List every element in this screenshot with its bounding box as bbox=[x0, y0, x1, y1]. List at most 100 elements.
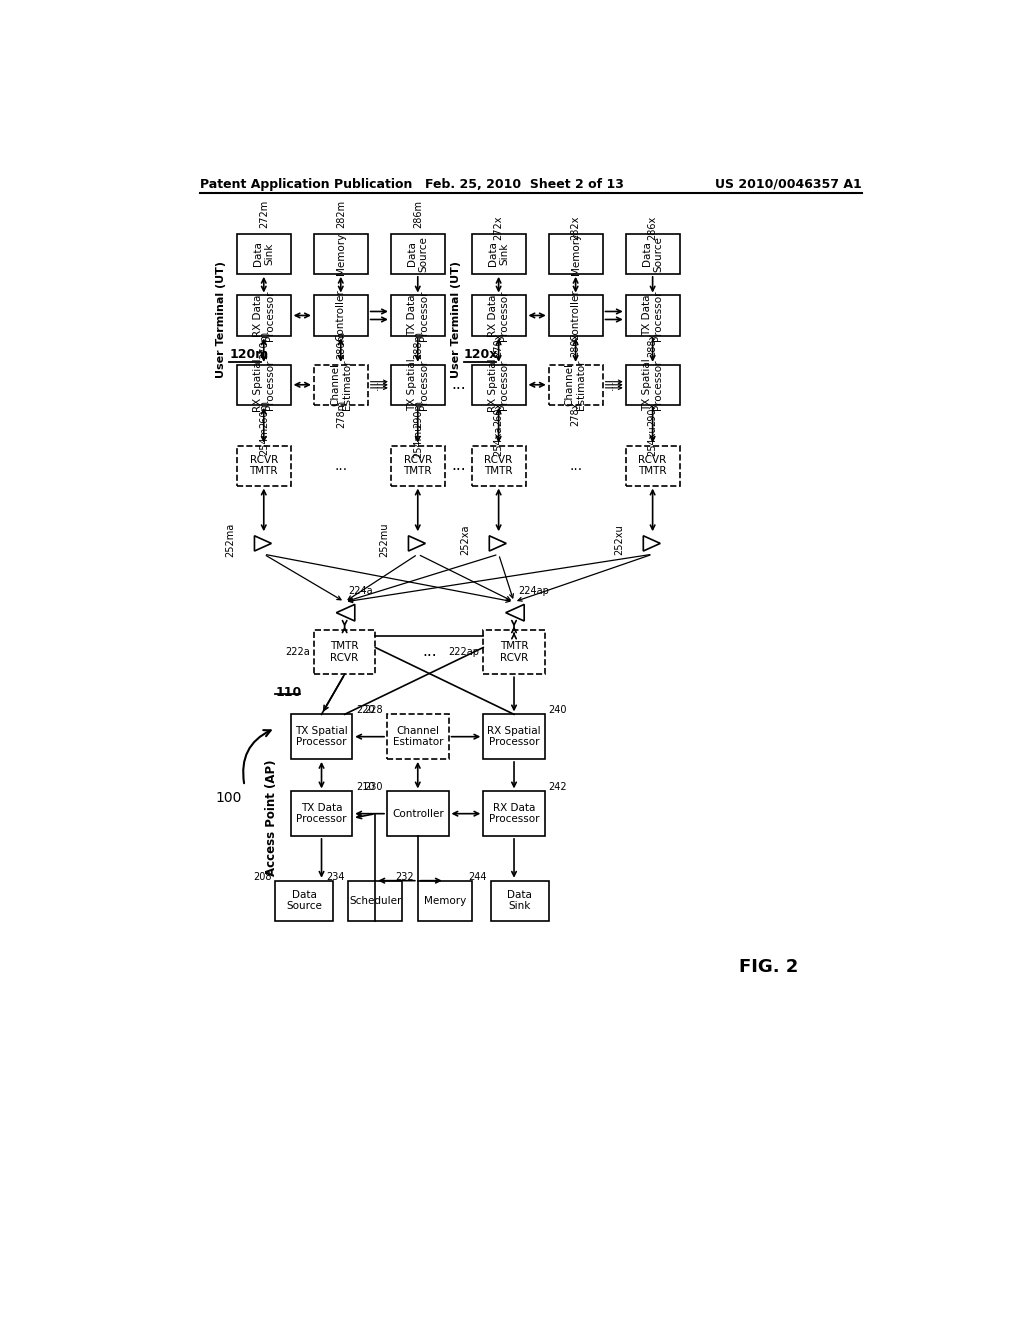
Text: Access Point (AP): Access Point (AP) bbox=[265, 759, 278, 875]
Text: 222a: 222a bbox=[286, 647, 310, 657]
Text: 272m: 272m bbox=[259, 199, 268, 227]
Text: 228: 228 bbox=[365, 705, 383, 715]
Text: 208: 208 bbox=[253, 871, 271, 882]
Text: ...: ... bbox=[452, 458, 466, 473]
Text: Data
Sink: Data Sink bbox=[253, 242, 274, 267]
FancyBboxPatch shape bbox=[626, 364, 680, 405]
Text: 120x: 120x bbox=[464, 348, 499, 360]
FancyBboxPatch shape bbox=[549, 234, 602, 275]
Text: TX Spatial
Processor: TX Spatial Processor bbox=[295, 726, 348, 747]
FancyBboxPatch shape bbox=[348, 880, 402, 921]
Text: Channel
Estimator: Channel Estimator bbox=[330, 359, 351, 411]
FancyBboxPatch shape bbox=[483, 714, 545, 759]
FancyBboxPatch shape bbox=[387, 792, 449, 836]
Text: 240: 240 bbox=[549, 705, 567, 715]
FancyBboxPatch shape bbox=[626, 446, 680, 486]
Text: 110: 110 bbox=[275, 686, 302, 700]
FancyBboxPatch shape bbox=[237, 446, 291, 486]
FancyBboxPatch shape bbox=[626, 234, 680, 275]
FancyBboxPatch shape bbox=[275, 880, 333, 921]
FancyBboxPatch shape bbox=[237, 234, 291, 275]
Text: 270m: 270m bbox=[259, 331, 268, 359]
Text: User Terminal (UT): User Terminal (UT) bbox=[216, 261, 226, 378]
Text: ...: ... bbox=[334, 458, 347, 473]
Text: 290m: 290m bbox=[413, 400, 423, 428]
Text: 252ma: 252ma bbox=[225, 523, 236, 557]
Text: Memory: Memory bbox=[570, 232, 581, 275]
FancyBboxPatch shape bbox=[472, 446, 525, 486]
Text: 286x: 286x bbox=[647, 215, 657, 240]
Text: 222ap: 222ap bbox=[449, 647, 479, 657]
FancyBboxPatch shape bbox=[237, 364, 291, 405]
Text: 100: 100 bbox=[216, 791, 243, 804]
Text: 290x: 290x bbox=[647, 401, 657, 426]
FancyBboxPatch shape bbox=[549, 364, 602, 405]
Text: 270x: 270x bbox=[494, 333, 504, 356]
Text: 254xa: 254xa bbox=[494, 426, 504, 457]
Text: 210: 210 bbox=[356, 783, 375, 792]
FancyBboxPatch shape bbox=[626, 296, 680, 335]
Text: 288x: 288x bbox=[647, 333, 657, 356]
Text: US 2010/0046357 A1: US 2010/0046357 A1 bbox=[716, 178, 862, 190]
Text: 220: 220 bbox=[356, 705, 375, 715]
Text: Controller: Controller bbox=[392, 809, 443, 818]
Text: TMTR
RCVR: TMTR RCVR bbox=[331, 642, 358, 663]
Text: 224ap: 224ap bbox=[518, 586, 549, 597]
Text: TX Spatial
Processor: TX Spatial Processor bbox=[642, 359, 664, 411]
Text: RX Spatial
Processor: RX Spatial Processor bbox=[487, 726, 541, 747]
FancyBboxPatch shape bbox=[391, 296, 444, 335]
FancyBboxPatch shape bbox=[472, 296, 525, 335]
Text: Memory: Memory bbox=[424, 896, 466, 906]
Text: 278x: 278x bbox=[570, 401, 581, 426]
Text: 230: 230 bbox=[365, 783, 383, 792]
Text: Data
Source: Data Source bbox=[407, 236, 429, 272]
Text: Feb. 25, 2010  Sheet 2 of 13: Feb. 25, 2010 Sheet 2 of 13 bbox=[425, 178, 625, 190]
FancyBboxPatch shape bbox=[387, 714, 449, 759]
Text: ...: ... bbox=[452, 378, 466, 392]
Text: RX Spatial
Processor: RX Spatial Processor bbox=[253, 358, 274, 412]
Text: 260x: 260x bbox=[494, 401, 504, 426]
Text: RX Data
Processor: RX Data Processor bbox=[253, 290, 274, 341]
Text: 224a: 224a bbox=[348, 586, 373, 597]
FancyBboxPatch shape bbox=[391, 364, 444, 405]
Text: 282m: 282m bbox=[336, 199, 346, 227]
Text: RX Data
Processor: RX Data Processor bbox=[488, 803, 540, 825]
Text: ...: ... bbox=[569, 458, 583, 473]
Text: 234: 234 bbox=[326, 871, 345, 882]
Text: 260m: 260m bbox=[259, 400, 268, 428]
FancyBboxPatch shape bbox=[418, 880, 472, 921]
FancyBboxPatch shape bbox=[483, 630, 545, 675]
Text: 232: 232 bbox=[395, 871, 414, 882]
Text: Data
Sink: Data Sink bbox=[487, 242, 509, 267]
Text: RX Spatial
Processor: RX Spatial Processor bbox=[487, 358, 509, 412]
Text: 254m: 254m bbox=[259, 426, 268, 455]
FancyBboxPatch shape bbox=[313, 364, 368, 405]
Text: RCVR
TMTR: RCVR TMTR bbox=[250, 455, 279, 477]
Text: RCVR
TMTR: RCVR TMTR bbox=[484, 455, 513, 477]
Text: Controller: Controller bbox=[570, 289, 581, 342]
Text: ...: ... bbox=[422, 644, 436, 660]
Text: 288m: 288m bbox=[413, 331, 423, 359]
Text: 280m: 280m bbox=[336, 331, 346, 359]
Text: 254xu: 254xu bbox=[647, 425, 657, 457]
Text: Memory: Memory bbox=[336, 232, 346, 275]
Text: RCVR
TMTR: RCVR TMTR bbox=[638, 455, 667, 477]
Text: Data
Source: Data Source bbox=[642, 236, 664, 272]
Text: User Terminal (UT): User Terminal (UT) bbox=[452, 261, 461, 378]
Text: 244: 244 bbox=[469, 871, 487, 882]
Text: TX Data
Processor: TX Data Processor bbox=[296, 803, 347, 825]
Text: 252xu: 252xu bbox=[614, 524, 625, 554]
FancyBboxPatch shape bbox=[391, 234, 444, 275]
Text: TX Data
Processor: TX Data Processor bbox=[407, 290, 429, 341]
Text: ...: ... bbox=[605, 379, 614, 391]
Text: TMTR
RCVR: TMTR RCVR bbox=[500, 642, 528, 663]
FancyBboxPatch shape bbox=[313, 296, 368, 335]
FancyBboxPatch shape bbox=[490, 880, 549, 921]
Text: 252mu: 252mu bbox=[379, 523, 389, 557]
Text: FIG. 2: FIG. 2 bbox=[739, 958, 799, 975]
FancyBboxPatch shape bbox=[313, 234, 368, 275]
Text: Data
Sink: Data Sink bbox=[507, 890, 532, 912]
Text: 272x: 272x bbox=[494, 215, 504, 240]
FancyBboxPatch shape bbox=[472, 364, 525, 405]
Text: 120m: 120m bbox=[229, 348, 268, 360]
